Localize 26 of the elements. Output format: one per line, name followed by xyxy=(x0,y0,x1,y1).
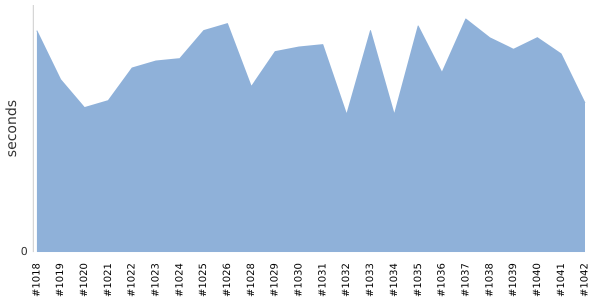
x-tick-label: #1026 xyxy=(222,263,234,297)
annotation: 0 xyxy=(20,245,28,258)
x-tick-label: #1019 xyxy=(55,263,66,297)
x-tick-label: #1030 xyxy=(294,263,305,297)
x-tick-label: #1034 xyxy=(388,263,400,297)
x-tick-label: #1031 xyxy=(317,263,328,297)
x-tick-label: #1022 xyxy=(126,263,138,297)
x-tick-label: #1029 xyxy=(270,263,281,297)
x-tick-label: #1025 xyxy=(198,263,210,297)
x-tick-label: #1033 xyxy=(365,263,376,297)
x-tick-label: #1041 xyxy=(556,263,567,297)
x-tick-label: #1039 xyxy=(508,263,520,297)
x-tick-label: #1021 xyxy=(102,263,114,297)
x-tick-label: #1040 xyxy=(532,263,543,297)
x-tick-label: #1038 xyxy=(484,263,496,297)
y-axis-title: seconds xyxy=(4,100,20,158)
x-tick-label: #1042 xyxy=(580,263,591,297)
x-tick-label: #1032 xyxy=(341,263,352,297)
x-tick-label: #1024 xyxy=(174,263,186,297)
x-tick-label: #1037 xyxy=(460,263,472,297)
x-tick-label: #1028 xyxy=(246,263,257,297)
x-tick-label: #1020 xyxy=(79,263,90,297)
x-tick-label: #1018 xyxy=(31,263,42,297)
x-tick-label: #1023 xyxy=(150,263,162,297)
x-tick-label: #1036 xyxy=(436,263,448,297)
x-tick-label: #1035 xyxy=(412,263,424,297)
